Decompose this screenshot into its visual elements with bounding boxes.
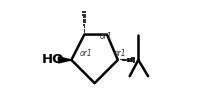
Polygon shape bbox=[58, 57, 71, 63]
Text: or1: or1 bbox=[99, 32, 112, 41]
Text: or1: or1 bbox=[114, 49, 126, 59]
Text: or1: or1 bbox=[79, 49, 92, 59]
Text: HO: HO bbox=[42, 53, 64, 66]
